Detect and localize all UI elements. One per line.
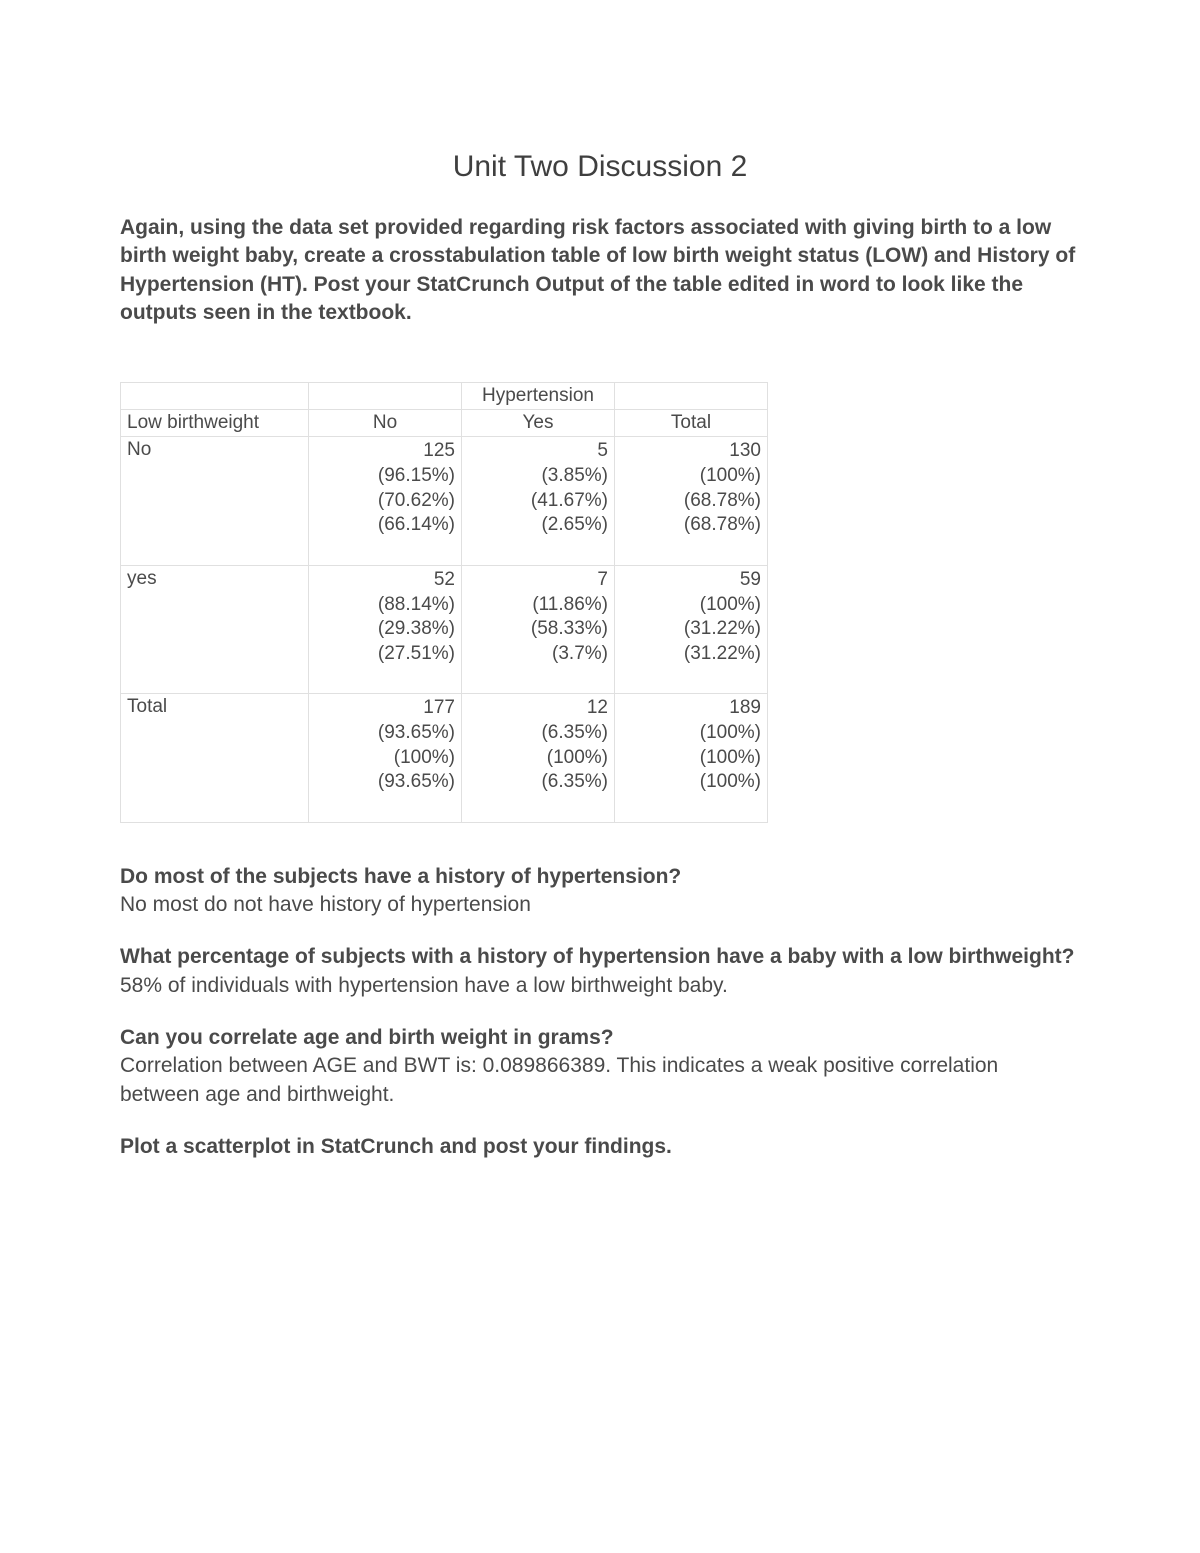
col-group-header: Hypertension — [462, 383, 615, 410]
question: Can you correlate age and birth weight i… — [120, 1024, 1080, 1052]
cell-pad — [468, 538, 608, 563]
cell-count: 5 — [468, 439, 608, 464]
cell: 130 (100%) (68.78%) (68.78%) — [615, 437, 768, 565]
question: Plot a scatterplot in StatCrunch and pos… — [120, 1133, 1080, 1161]
row-var-label: Low birthweight — [121, 410, 309, 437]
answer: 58% of individuals with hypertension hav… — [120, 972, 1080, 1000]
cell-pct: (31.22%) — [621, 617, 761, 642]
cell: 177 (93.65%) (100%) (93.65%) — [309, 694, 462, 822]
cell-pct: (6.35%) — [468, 770, 608, 795]
row-label: Total — [121, 694, 309, 822]
cell-count: 125 — [315, 439, 455, 464]
qa-block: Can you correlate age and birth weight i… — [120, 1024, 1080, 1109]
cell: 5 (3.85%) (41.67%) (2.65%) — [462, 437, 615, 565]
header-blank — [309, 383, 462, 410]
cell-pct: (68.78%) — [621, 489, 761, 514]
cell-count: 177 — [315, 696, 455, 721]
header-blank — [121, 383, 309, 410]
cell-pct: (41.67%) — [468, 489, 608, 514]
cell: 52 (88.14%) (29.38%) (27.51%) — [309, 565, 462, 693]
cell-pct: (3.7%) — [468, 642, 608, 667]
cell-pct: (6.35%) — [468, 721, 608, 746]
header-blank — [615, 383, 768, 410]
intro-paragraph: Again, using the data set provided regar… — [120, 214, 1080, 327]
cell-pct: (100%) — [468, 746, 608, 771]
table-row: yes 52 (88.14%) (29.38%) (27.51%) 7 (11.… — [121, 565, 768, 693]
crosstab-table: Hypertension Low birthweight No Yes Tota… — [120, 382, 768, 822]
cell-pct: (3.85%) — [468, 464, 608, 489]
cell: 12 (6.35%) (100%) (6.35%) — [462, 694, 615, 822]
cell-pct: (93.65%) — [315, 770, 455, 795]
cell-pct: (2.65%) — [468, 513, 608, 538]
cell-pct: (100%) — [621, 721, 761, 746]
cell-pct: (29.38%) — [315, 617, 455, 642]
cell: 59 (100%) (31.22%) (31.22%) — [615, 565, 768, 693]
cell-pct: (100%) — [315, 746, 455, 771]
cell-pct: (68.78%) — [621, 513, 761, 538]
col-header: Total — [615, 410, 768, 437]
answer: No most do not have history of hypertens… — [120, 891, 1080, 919]
cell: 189 (100%) (100%) (100%) — [615, 694, 768, 822]
row-label: No — [121, 437, 309, 565]
cell-count: 52 — [315, 568, 455, 593]
cell-count: 130 — [621, 439, 761, 464]
answer: Correlation between AGE and BWT is: 0.08… — [120, 1052, 1080, 1109]
question: What percentage of subjects with a histo… — [120, 943, 1080, 971]
cell-pad — [315, 538, 455, 563]
cell-count: 59 — [621, 568, 761, 593]
cell-pct: (66.14%) — [315, 513, 455, 538]
cell-count: 189 — [621, 696, 761, 721]
table-row: No 125 (96.15%) (70.62%) (66.14%) 5 (3.8… — [121, 437, 768, 565]
cell-pad — [315, 667, 455, 692]
cell-pct: (100%) — [621, 746, 761, 771]
cell-pct: (11.86%) — [468, 593, 608, 618]
cell-pct: (100%) — [621, 770, 761, 795]
col-header: Yes — [462, 410, 615, 437]
cell-pct: (93.65%) — [315, 721, 455, 746]
cell-pad — [468, 667, 608, 692]
cell-count: 12 — [468, 696, 608, 721]
cell-pct: (88.14%) — [315, 593, 455, 618]
cell-pct: (100%) — [621, 593, 761, 618]
cell-pct: (70.62%) — [315, 489, 455, 514]
cell-pad — [621, 538, 761, 563]
cell-pct: (96.15%) — [315, 464, 455, 489]
qa-block: Plot a scatterplot in StatCrunch and pos… — [120, 1133, 1080, 1161]
cell-pct: (58.33%) — [468, 617, 608, 642]
table-row: Total 177 (93.65%) (100%) (93.65%) 12 (6… — [121, 694, 768, 822]
row-label: yes — [121, 565, 309, 693]
document-page: Unit Two Discussion 2 Again, using the d… — [0, 0, 1200, 1553]
page-title: Unit Two Discussion 2 — [120, 150, 1080, 184]
cell-pad — [468, 795, 608, 820]
cell-pct: (27.51%) — [315, 642, 455, 667]
table-header-row-2: Low birthweight No Yes Total — [121, 410, 768, 437]
cell-pct: (100%) — [621, 464, 761, 489]
cell: 7 (11.86%) (58.33%) (3.7%) — [462, 565, 615, 693]
qa-block: What percentage of subjects with a histo… — [120, 943, 1080, 1000]
cell-pad — [621, 667, 761, 692]
col-header: No — [309, 410, 462, 437]
cell-pad — [315, 795, 455, 820]
cell: 125 (96.15%) (70.62%) (66.14%) — [309, 437, 462, 565]
question: Do most of the subjects have a history o… — [120, 863, 1080, 891]
cell-pad — [621, 795, 761, 820]
qa-block: Do most of the subjects have a history o… — [120, 863, 1080, 920]
table-header-row-1: Hypertension — [121, 383, 768, 410]
cell-count: 7 — [468, 568, 608, 593]
cell-pct: (31.22%) — [621, 642, 761, 667]
